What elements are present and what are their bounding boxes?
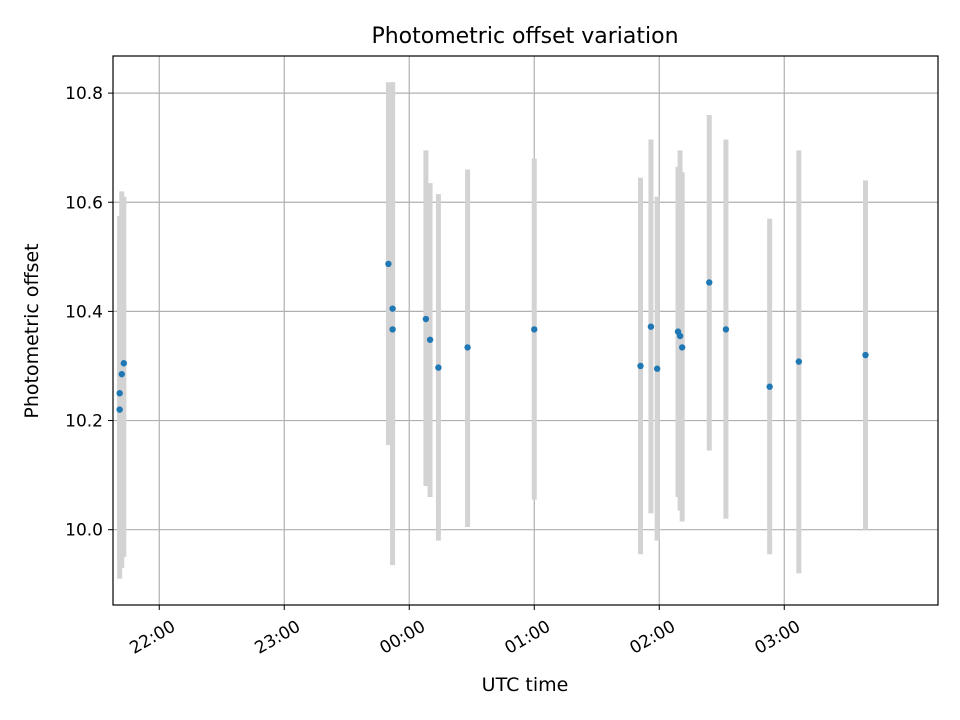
data-point: [385, 260, 392, 268]
y-tick-label: 10.6: [65, 193, 103, 213]
data-point: [862, 351, 869, 359]
plot-frame: [112, 55, 939, 606]
data-point: [531, 326, 538, 333]
y-tick-label: 10.4: [65, 302, 103, 322]
y-axis: 10.0 10.2 10.4 10.6 10.8: [65, 84, 113, 541]
y-tick-label: 10.2: [65, 412, 103, 432]
y-tick-label: 10.8: [65, 84, 103, 104]
x-axis-label: UTC time: [482, 674, 569, 696]
data-point: [766, 383, 773, 390]
data-point: [706, 279, 713, 286]
data-point: [676, 332, 684, 340]
data-points: [116, 260, 869, 413]
y-axis-label: Photometric offset: [21, 243, 43, 418]
data-point: [647, 323, 655, 330]
data-point: [422, 315, 430, 323]
data-point: [653, 365, 661, 372]
data-point: [118, 370, 125, 378]
data-point: [637, 362, 644, 370]
data-point: [116, 390, 123, 397]
data-point: [120, 360, 128, 367]
chart-title: Photometric offset variation: [371, 24, 678, 49]
data-point: [722, 326, 730, 333]
data-point: [464, 344, 471, 351]
data-point: [795, 358, 803, 365]
data-point: [678, 344, 686, 351]
data-point: [435, 364, 442, 371]
data-point: [426, 336, 434, 343]
data-point: [389, 305, 396, 312]
data-point: [116, 406, 123, 413]
data-point: [389, 326, 396, 333]
y-tick-label: 10.0: [65, 521, 103, 541]
